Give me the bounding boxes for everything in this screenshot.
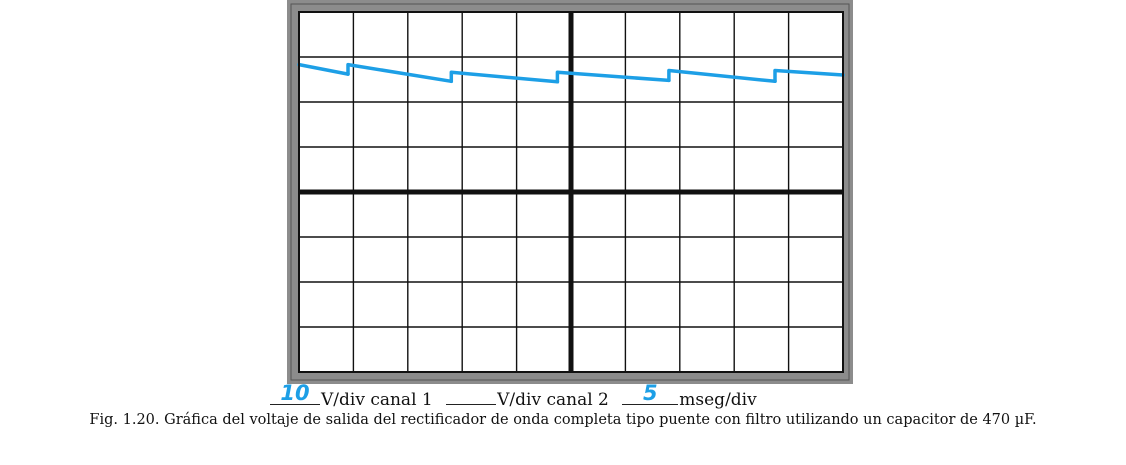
figure-caption: Fig. 1.20. Gráfica del voltaje de salida… <box>89 412 1037 428</box>
waveform-segment <box>773 68 845 84</box>
ch1-volts-value: 10 <box>280 381 310 405</box>
time-base-value: 5 <box>642 381 658 405</box>
waveform-segment <box>667 68 777 84</box>
waveform-segment <box>555 70 671 84</box>
scope-settings: 10 V/div canal 1 V/div canal 2 5 mseg/div <box>270 381 870 414</box>
time-base-label: mseg/div <box>679 390 757 410</box>
screen-border <box>298 11 844 373</box>
ch1-volts-blank: 10 <box>270 381 320 405</box>
oscilloscope-screen <box>287 0 853 384</box>
time-base-blank: 5 <box>622 381 679 405</box>
oscilloscope-plot <box>287 0 853 384</box>
ch1-volts-label: V/div canal 1 <box>321 390 433 410</box>
waveform-segment <box>346 62 454 84</box>
waveform-segment <box>297 62 350 76</box>
bezel-inner-edge <box>290 3 850 381</box>
ch2-volts-label: V/div canal 2 <box>497 390 609 410</box>
waveform-segment <box>449 70 560 84</box>
ch2-volts-blank <box>446 384 497 405</box>
